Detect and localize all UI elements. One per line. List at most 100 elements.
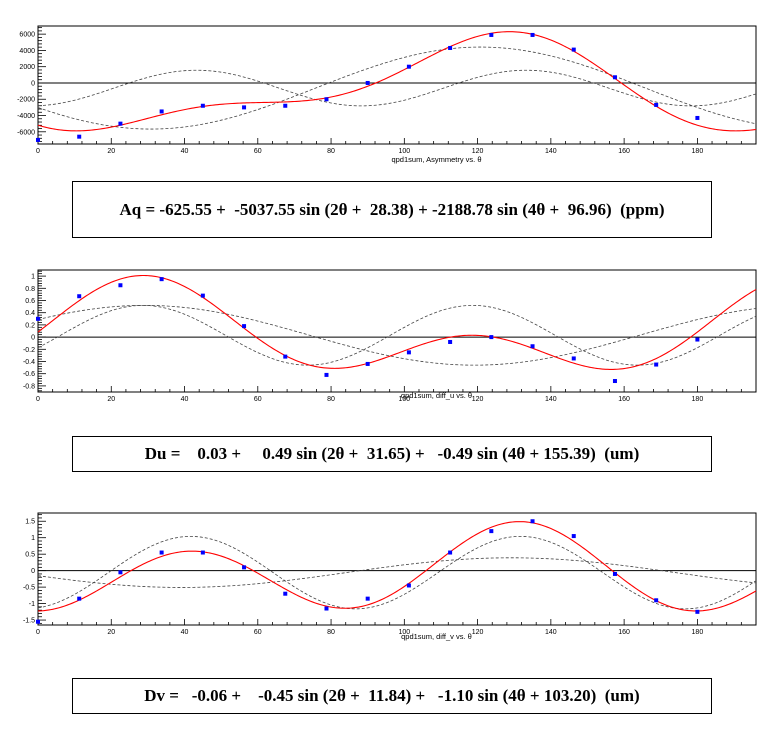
diff-v-x-tick-label: 160 [618, 629, 630, 636]
asymmetry-data-point [118, 122, 122, 126]
diff-v-data-point [407, 583, 411, 587]
asymmetry-x-tick-label: 60 [254, 148, 262, 155]
diff-u-data-point [201, 294, 205, 298]
diff-v-data-point [201, 551, 205, 555]
diff-v-y-tick-label: 1 [31, 535, 35, 542]
diff-u-data-point [77, 294, 81, 298]
diff-u-y-tick-label: -0.8 [23, 383, 35, 390]
asymmetry-x-tick-label: 180 [692, 148, 704, 155]
asymmetry-y-tick-label: 6000 [19, 32, 35, 39]
asymmetry-data-point [201, 104, 205, 108]
diff-v-x-axis-title: qpd1sum, diff_v vs. θ [401, 632, 472, 641]
diff-u-x-tick-label: 60 [254, 396, 262, 403]
diff-v-x-tick-label: 120 [472, 629, 484, 636]
diff-v-data-point [160, 551, 164, 555]
diff-u-plot: 0 20 40 60 80 100 120 140 160 180 -0.8 -0.6 -0.4 -0.2… [0, 266, 760, 416]
diff-v-data-point [324, 607, 328, 611]
asymmetry-fit-line [38, 32, 756, 131]
asymmetry-data-point [242, 105, 246, 109]
diff-v-x-tick-label: 40 [181, 629, 189, 636]
asymmetry-x-tick-label: 160 [618, 148, 630, 155]
diff-v-y-tick-label: -1.5 [23, 618, 35, 625]
asymmetry-2theta-component-line [38, 47, 756, 129]
asymmetry-x-axis-title: qpd1sum, Asymmetry vs. θ [391, 155, 481, 164]
asymmetry-y-tick-label: -4000 [17, 113, 35, 120]
diff-u-data-point [242, 324, 246, 328]
diff-v-x-tick-label: 180 [692, 629, 704, 636]
asymmetry-data-point [695, 116, 699, 120]
asymmetry-x-tick-label: 100 [398, 148, 410, 155]
diff-v-data-point [242, 565, 246, 569]
diff-u-y-tick-label: -0.4 [23, 359, 35, 366]
diff-u-y-tick-label: 0.2 [25, 322, 35, 329]
diff-v-y-tick-label: -1 [29, 601, 35, 608]
diff-v-2theta-component-line [38, 558, 756, 588]
asymmetry-y-tick-label: 4000 [19, 48, 35, 55]
diff-u-data-point [36, 317, 40, 321]
diff-v-data-point [118, 570, 122, 574]
diff-u-x-tick-label: 120 [472, 396, 484, 403]
diff-v-x-tick-label: 60 [254, 629, 262, 636]
diff-v-4theta-component-line [38, 536, 756, 608]
asymmetry-data-point [77, 135, 81, 139]
diff-u-data-point [283, 355, 287, 359]
diff-u-x-tick-label: 20 [107, 396, 115, 403]
diff-v-data-point [654, 598, 658, 602]
asymmetry-data-point [448, 46, 452, 50]
diff-v-y-tick-label: -0.5 [23, 585, 35, 592]
diff-u-data-point [324, 373, 328, 377]
diff-u-data-point [160, 277, 164, 281]
diff-u-x-tick-label: 40 [181, 396, 189, 403]
diff-u-x-tick-label: 180 [692, 396, 704, 403]
asymmetry-data-point [572, 48, 576, 52]
diff-u-data-point [366, 362, 370, 366]
diff-u-y-tick-label: -0.6 [23, 371, 35, 378]
diff-u-data-point [613, 379, 617, 383]
asymmetry-x-tick-label: 0 [36, 148, 40, 155]
diff-u-data-point [407, 350, 411, 354]
diff-v-data-point [489, 529, 493, 533]
asymmetry-data-point [613, 75, 617, 79]
diff-v-y-tick-label: 1.5 [25, 519, 35, 526]
diff-u-y-tick-label: 1 [31, 274, 35, 281]
diff-v-y-tick-label: 0.5 [25, 552, 35, 559]
diff-u-2theta-component-line [38, 305, 756, 365]
diff-u-data-point [531, 344, 535, 348]
diff-v-y-tick-label: 0 [31, 568, 35, 575]
asymmetry-data-point [407, 65, 411, 69]
asymmetry-data-point [283, 104, 287, 108]
diff-v-data-point [283, 592, 287, 596]
diff-u-4theta-component-line [38, 305, 756, 365]
asymmetry-y-tick-label: -2000 [17, 97, 35, 104]
diff-u-data-point [654, 363, 658, 367]
diff-v-data-point [531, 519, 535, 523]
diff-u-plot-frame [38, 270, 756, 392]
diff-v-data-point [36, 620, 40, 624]
diff-u-data-point [489, 335, 493, 339]
asymmetry-fit-formula: Aq = -625.55 + -5037.55 sin (2θ + 28.38)… [72, 181, 712, 238]
diff-v-x-tick-label: 0 [36, 629, 40, 636]
diff-v-data-point [613, 572, 617, 576]
diff-u-y-tick-label: 0.8 [25, 286, 35, 293]
diff-u-y-tick-label: 0.6 [25, 298, 35, 305]
asymmetry-data-point [366, 81, 370, 85]
asymmetry-plot-frame [38, 26, 756, 144]
diff-v-plot-frame [38, 513, 756, 625]
diff-v-data-point [695, 610, 699, 614]
asymmetry-data-point [36, 138, 40, 142]
asymmetry-x-tick-label: 120 [472, 148, 484, 155]
diff-u-data-point [695, 338, 699, 342]
asymmetry-y-tick-label: -6000 [17, 129, 35, 136]
asymmetry-4theta-component-line [38, 70, 756, 106]
diff-v-data-point [366, 597, 370, 601]
diff-u-y-tick-label: -0.2 [23, 347, 35, 354]
asymmetry-data-point [324, 97, 328, 101]
diff-v-data-point [572, 534, 576, 538]
asymmetry-data-point [489, 33, 493, 37]
diff-u-x-tick-label: 80 [327, 396, 335, 403]
diff-v-x-tick-label: 20 [107, 629, 115, 636]
asymmetry-data-point [531, 33, 535, 37]
asymmetry-y-tick-label: 0 [31, 80, 35, 87]
asymmetry-x-tick-label: 80 [327, 148, 335, 155]
diff-v-fit-formula: Dv = -0.06 + -0.45 sin (2θ + 11.84) + -1… [72, 678, 712, 714]
